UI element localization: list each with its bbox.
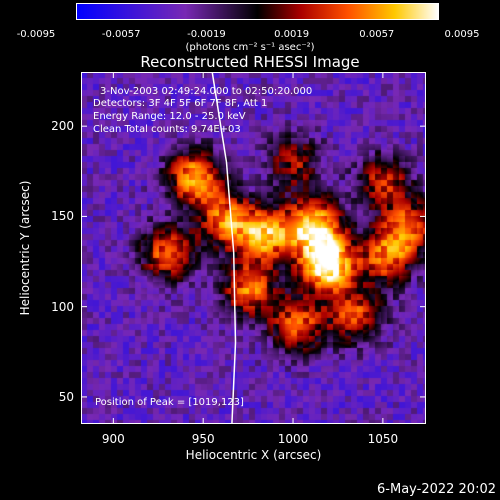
y-tick-label: 50 xyxy=(58,389,74,404)
colorbar xyxy=(76,3,439,20)
plot-frame xyxy=(81,72,426,424)
heatmap-image xyxy=(81,72,426,424)
peak-position-label: Position of Peak = [1019,123] xyxy=(95,397,244,408)
y-tick-label: 200 xyxy=(51,119,74,134)
colorbar-tick-label: 0.0057 xyxy=(359,29,395,40)
x-tick-label: 1000 xyxy=(277,432,309,446)
colorbar-tick-label: -0.0057 xyxy=(101,29,141,40)
colorbar-tick-label: -0.0019 xyxy=(187,29,226,40)
x-tick-label: 900 xyxy=(101,432,125,446)
solar-limb-line xyxy=(211,72,237,424)
chart-title: Reconstructed RHESSI Image xyxy=(140,53,360,71)
annotation-energy: Energy Range: 12.0 - 25.0 keV xyxy=(93,111,246,122)
annotation-counts: Clean Total counts: 9.74E+03 xyxy=(93,124,241,135)
y-tick-label: 100 xyxy=(51,299,74,314)
plot-overlay xyxy=(81,72,426,424)
footer-date: 6-May-2022 20:02 xyxy=(377,482,496,497)
x-tick-label: 950 xyxy=(191,432,215,446)
x-axis-label: Heliocentric X (arcsec) xyxy=(185,448,322,462)
colorbar-units: (photons cm⁻² s⁻¹ asec⁻²) xyxy=(185,42,315,53)
colorbar-tick-label: 0.0019 xyxy=(274,29,310,40)
x-tick-label: 1050 xyxy=(367,432,399,446)
colorbar-tick-label: 0.0095 xyxy=(444,29,480,40)
annotation-time: 3-Nov-2003 02:49:24.000 to 02:50:20.000 xyxy=(100,86,313,97)
y-tick-label: 150 xyxy=(51,209,74,224)
colorbar-tick-label: -0.0095 xyxy=(16,29,56,40)
y-axis-label: Heliocentric Y (arcsec) xyxy=(18,180,32,316)
annotation-detectors: Detectors: 3F 4F 5F 6F 7F 8F, Att 1 xyxy=(93,98,268,109)
